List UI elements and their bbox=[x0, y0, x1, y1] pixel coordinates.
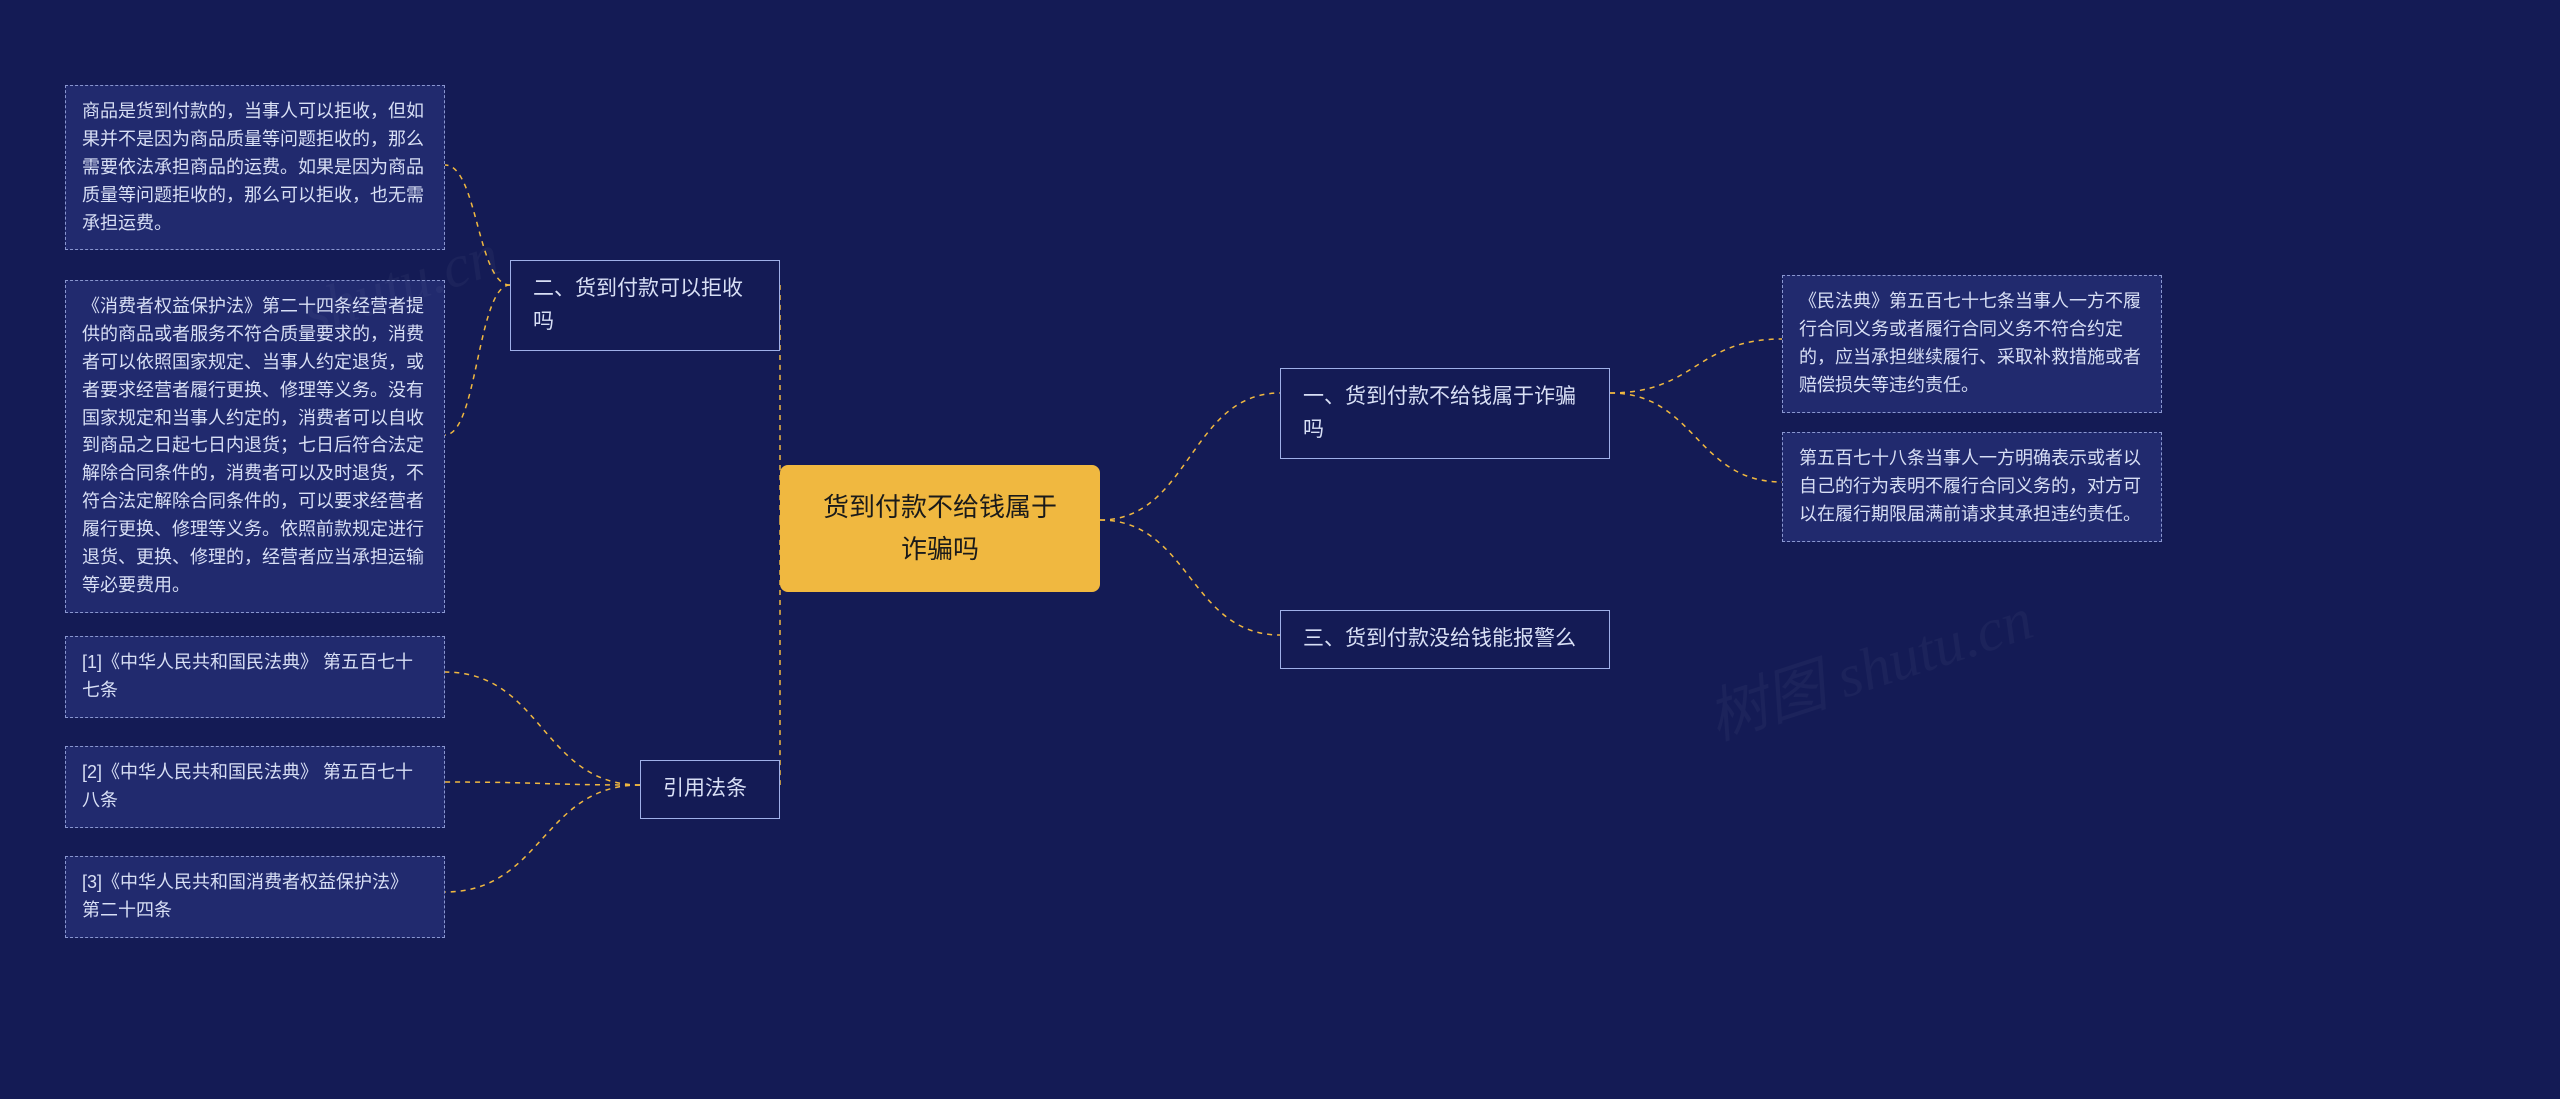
leaf-right-0-0: 《民法典》第五百七十七条当事人一方不履行合同义务或者履行合同义务不符合约定的，应… bbox=[1782, 275, 2162, 413]
leaf-right-0-1: 第五百七十八条当事人一方明确表示或者以自己的行为表明不履行合同义务的，对方可以在… bbox=[1782, 432, 2162, 542]
branch-left-0: 二、货到付款可以拒收吗 bbox=[510, 260, 780, 351]
leaf-left-1-1: [2]《中华人民共和国民法典》 第五百七十八条 bbox=[65, 746, 445, 828]
leaf-left-1-2: [3]《中华人民共和国消费者权益保护法》 第二十四条 bbox=[65, 856, 445, 938]
leaf-left-0-1: 《消费者权益保护法》第二十四条经营者提供的商品或者服务不符合质量要求的，消费者可… bbox=[65, 280, 445, 613]
branch-right-1: 三、货到付款没给钱能报警么 bbox=[1280, 610, 1610, 669]
leaf-left-0-0: 商品是货到付款的，当事人可以拒收，但如果并不是因为商品质量等问题拒收的，那么需要… bbox=[65, 85, 445, 250]
branch-left-1: 引用法条 bbox=[640, 760, 780, 819]
branch-right-0: 一、货到付款不给钱属于诈骗吗 bbox=[1280, 368, 1610, 459]
root-node: 货到付款不给钱属于诈骗吗 bbox=[780, 465, 1100, 592]
watermark-1: 树图 shutu.cn bbox=[1695, 570, 2042, 757]
leaf-left-1-0: [1]《中华人民共和国民法典》 第五百七十七条 bbox=[65, 636, 445, 718]
